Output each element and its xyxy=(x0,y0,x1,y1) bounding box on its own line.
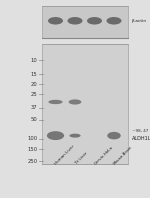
FancyBboxPatch shape xyxy=(42,44,128,164)
Text: 100: 100 xyxy=(27,136,38,141)
FancyBboxPatch shape xyxy=(42,6,128,38)
Text: 37: 37 xyxy=(31,105,38,110)
Ellipse shape xyxy=(48,17,63,25)
Ellipse shape xyxy=(107,132,121,139)
Text: 150: 150 xyxy=(27,147,38,152)
Text: 250: 250 xyxy=(27,159,38,164)
Text: Cervix-HeLa: Cervix-HeLa xyxy=(93,145,114,165)
Text: 20: 20 xyxy=(31,82,38,87)
Ellipse shape xyxy=(106,17,122,25)
Text: T-t Liver: T-t Liver xyxy=(74,151,88,165)
Text: Human Liver: Human Liver xyxy=(54,144,76,165)
Text: 15: 15 xyxy=(31,72,38,77)
Ellipse shape xyxy=(69,134,81,138)
Text: Mouse-Brain: Mouse-Brain xyxy=(113,145,134,165)
Ellipse shape xyxy=(48,100,63,104)
Text: ALDH1L1: ALDH1L1 xyxy=(132,136,150,141)
Text: 10: 10 xyxy=(31,58,38,63)
Ellipse shape xyxy=(47,131,64,140)
Text: 50: 50 xyxy=(31,117,38,122)
Ellipse shape xyxy=(69,99,81,105)
Text: 25: 25 xyxy=(31,91,38,97)
Ellipse shape xyxy=(87,17,102,25)
Ellipse shape xyxy=(68,17,82,25)
Text: ~98, 47 kDa: ~98, 47 kDa xyxy=(132,129,150,133)
Text: β-actin: β-actin xyxy=(132,19,147,23)
